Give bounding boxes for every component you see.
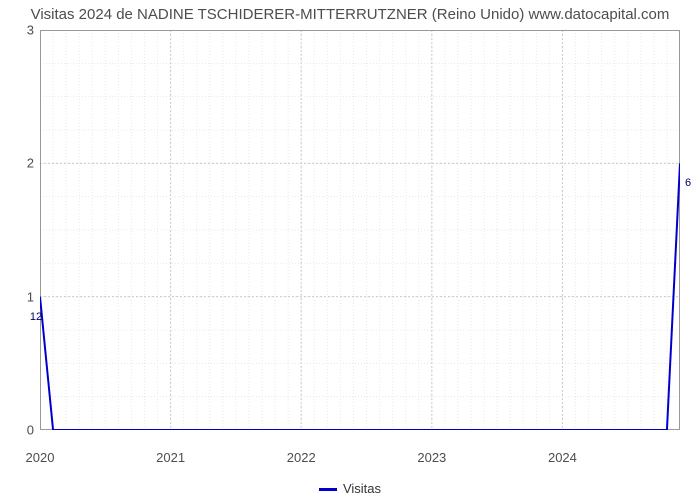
legend: Visitas <box>0 481 700 496</box>
legend-label: Visitas <box>343 481 381 496</box>
x-tick-label: 2024 <box>548 450 577 465</box>
x-tick-label: 2020 <box>26 450 55 465</box>
chart-container: Visitas 2024 de NADINE TSCHIDERER-MITTER… <box>0 0 700 500</box>
data-point-label: 6 <box>685 177 691 189</box>
y-tick-label: 3 <box>18 23 34 38</box>
y-tick-label: 0 <box>18 423 34 438</box>
y-tick-label: 2 <box>18 156 34 171</box>
chart-svg <box>40 30 680 430</box>
x-tick-label: 2021 <box>156 450 185 465</box>
chart-title: Visitas 2024 de NADINE TSCHIDERER-MITTER… <box>0 6 700 23</box>
x-tick-label: 2022 <box>287 450 316 465</box>
data-point-label: 12 <box>30 311 42 323</box>
x-tick-label: 2023 <box>417 450 446 465</box>
plot-area <box>40 30 680 430</box>
y-tick-label: 1 <box>18 289 34 304</box>
legend-swatch <box>319 488 337 491</box>
